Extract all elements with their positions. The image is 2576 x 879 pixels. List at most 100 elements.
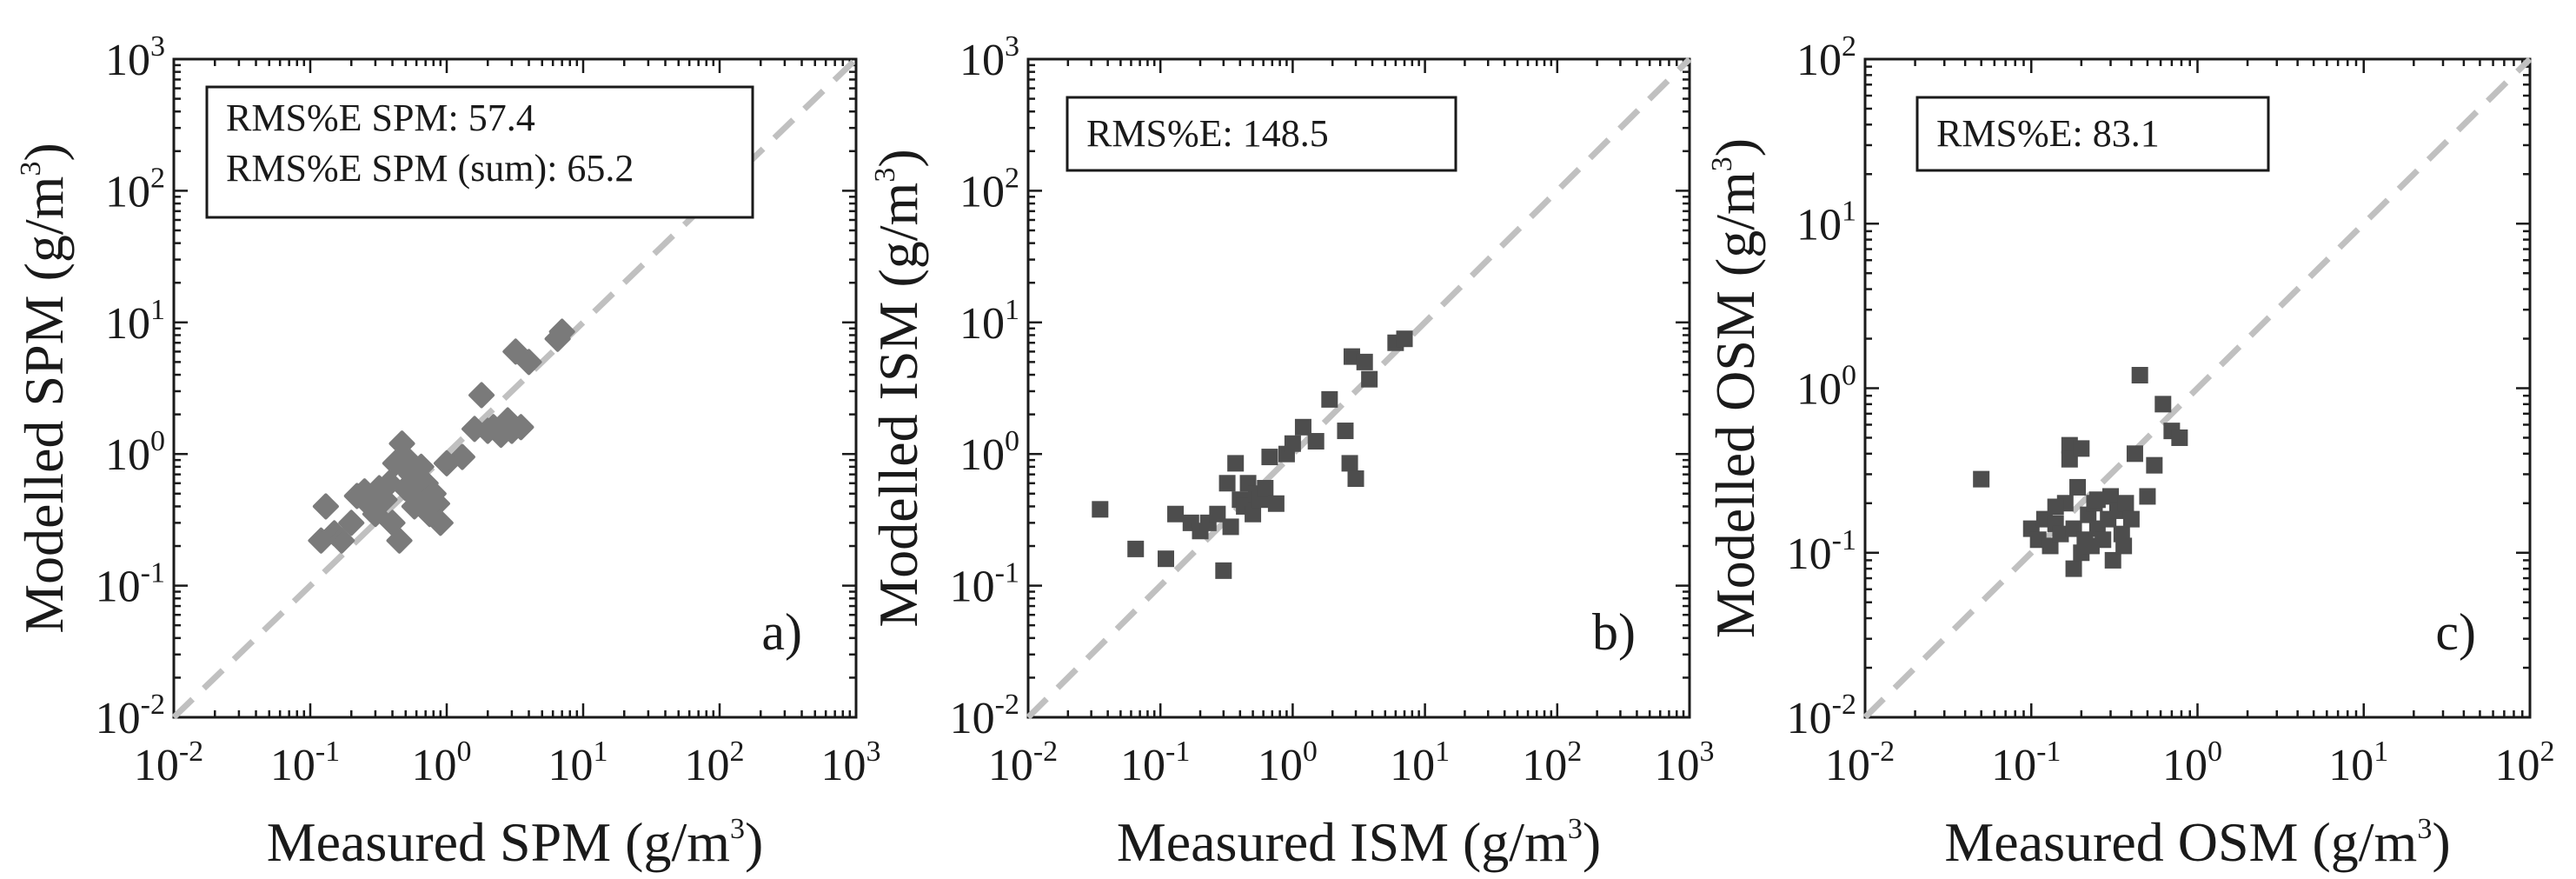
y-axis-label: Modelled ISM (g/m3) xyxy=(867,149,929,627)
y-tick-label: 101 xyxy=(105,294,165,349)
stats-text: RMS%E: 83.1 xyxy=(1936,112,2160,155)
tick-marks xyxy=(1026,57,1691,719)
x-tick-label: 10-2 xyxy=(988,736,1058,790)
data-point xyxy=(427,509,454,536)
data-point xyxy=(2088,491,2106,509)
y-tick-label: 101 xyxy=(1796,195,1856,250)
data-point xyxy=(2131,367,2148,384)
data-point xyxy=(468,382,495,409)
x-tick-label: 10-1 xyxy=(270,736,340,790)
data-point xyxy=(1215,562,1232,579)
data-point xyxy=(508,414,534,441)
panel-label: c) xyxy=(2435,603,2476,661)
data-point xyxy=(548,318,575,345)
y-tick-label: 100 xyxy=(105,425,165,480)
y-tick-label: 101 xyxy=(959,294,1019,349)
x-tick-label: 102 xyxy=(685,736,745,790)
data-point xyxy=(1245,505,1262,523)
data-point xyxy=(1267,495,1285,512)
panel-b: 10-2 10-1 100 101 102 103 10-2 10-1 100 101 102 103… xyxy=(867,30,1715,873)
data-point xyxy=(2171,429,2188,446)
data-point xyxy=(1257,480,1274,497)
x-tick-label: 101 xyxy=(548,736,608,790)
data-point xyxy=(1396,330,1413,348)
data-points xyxy=(308,318,575,554)
data-point xyxy=(338,509,365,536)
x-tick-label: 102 xyxy=(2495,736,2555,790)
y-tick-label: 103 xyxy=(105,30,165,85)
data-point xyxy=(1343,348,1360,365)
y-tick-label: 103 xyxy=(959,30,1019,85)
stats-text: RMS%E: 148.5 xyxy=(1086,112,1329,155)
x-tick-label: 100 xyxy=(1258,736,1318,790)
tick-marks xyxy=(172,57,858,719)
data-point xyxy=(1307,433,1325,450)
one-to-one-line xyxy=(1026,57,1692,720)
data-point xyxy=(1361,370,1378,388)
y-tick-label: 10-2 xyxy=(96,689,165,743)
stats-box xyxy=(205,85,754,219)
stats-box xyxy=(1915,96,2270,172)
x-tick-label: 103 xyxy=(821,736,881,790)
x-axis-label: Measured SPM (g/m3) xyxy=(267,811,764,873)
data-point xyxy=(448,443,475,470)
data-point xyxy=(2115,537,2133,555)
y-tick-label: 102 xyxy=(105,162,165,216)
x-axis-label: Measured ISM (g/m3) xyxy=(1117,811,1601,873)
one-to-one-line xyxy=(171,57,859,720)
data-point xyxy=(2154,396,2172,413)
y-tick-label: 10-1 xyxy=(1787,524,1856,579)
data-point xyxy=(1294,418,1311,436)
y-tick-label: 102 xyxy=(1796,30,1856,85)
x-tick-label: 10-1 xyxy=(1120,736,1190,790)
data-point xyxy=(1973,470,1990,488)
data-point xyxy=(2065,560,2082,577)
y-tick-label: 100 xyxy=(959,425,1019,480)
panel-label: b) xyxy=(1592,603,1636,661)
data-point xyxy=(1321,390,1338,408)
data-point xyxy=(329,527,355,554)
x-tick-label: 101 xyxy=(1390,736,1450,790)
x-tick-label: 100 xyxy=(412,736,472,790)
x-tick-label: 10-1 xyxy=(1991,736,2061,790)
y-axis-label: Modelled OSM (g/m3) xyxy=(1704,138,1766,638)
x-tick-label: 10-2 xyxy=(134,736,203,790)
data-point xyxy=(2052,525,2069,543)
data-point xyxy=(1356,353,1373,370)
data-point xyxy=(2047,498,2064,516)
data-point xyxy=(1341,455,1358,472)
panel-a: 10-2 10-1 100 101 102 103 10-2 10-1 100 101 102 103… xyxy=(13,30,881,873)
one-to-one-line xyxy=(1862,57,2533,720)
data-point xyxy=(515,349,542,376)
x-tick-label: 100 xyxy=(2162,736,2222,790)
y-axis-label: Modelled SPM (g/m3) xyxy=(13,143,75,634)
stats-text: RMS%E SPM (sum): 65.2 xyxy=(226,147,634,190)
data-point xyxy=(1127,540,1145,557)
data-point xyxy=(1347,470,1364,488)
y-tick-label: 10-2 xyxy=(950,689,1019,743)
x-axis-label: Measured OSM (g/m3) xyxy=(1944,811,2450,873)
panel-c: 10-2 10-1 100 101 102 10-2 10-1 100 101 102 Measur… xyxy=(1704,30,2555,873)
data-point xyxy=(1209,505,1226,523)
data-point xyxy=(312,493,339,520)
data-point xyxy=(2139,488,2156,505)
data-point xyxy=(1092,501,1109,518)
data-point xyxy=(2073,440,2090,457)
x-tick-label: 10-2 xyxy=(1825,736,1895,790)
y-tick-label: 10-1 xyxy=(950,557,1019,612)
data-point xyxy=(386,527,413,554)
data-point xyxy=(1284,435,1301,452)
data-point xyxy=(2069,478,2087,496)
stats-text: RMS%E SPM: 57.4 xyxy=(226,97,535,139)
data-points xyxy=(1092,330,1413,579)
data-point xyxy=(1158,550,1174,568)
x-tick-label: 103 xyxy=(1655,736,1715,790)
data-point xyxy=(1261,449,1278,466)
data-point xyxy=(1167,505,1185,523)
x-tick-label: 101 xyxy=(2328,736,2388,790)
stats-box xyxy=(1066,96,1457,172)
data-point xyxy=(2104,551,2121,569)
y-tick-label: 10-1 xyxy=(96,557,165,612)
y-tick-label: 102 xyxy=(959,162,1019,216)
